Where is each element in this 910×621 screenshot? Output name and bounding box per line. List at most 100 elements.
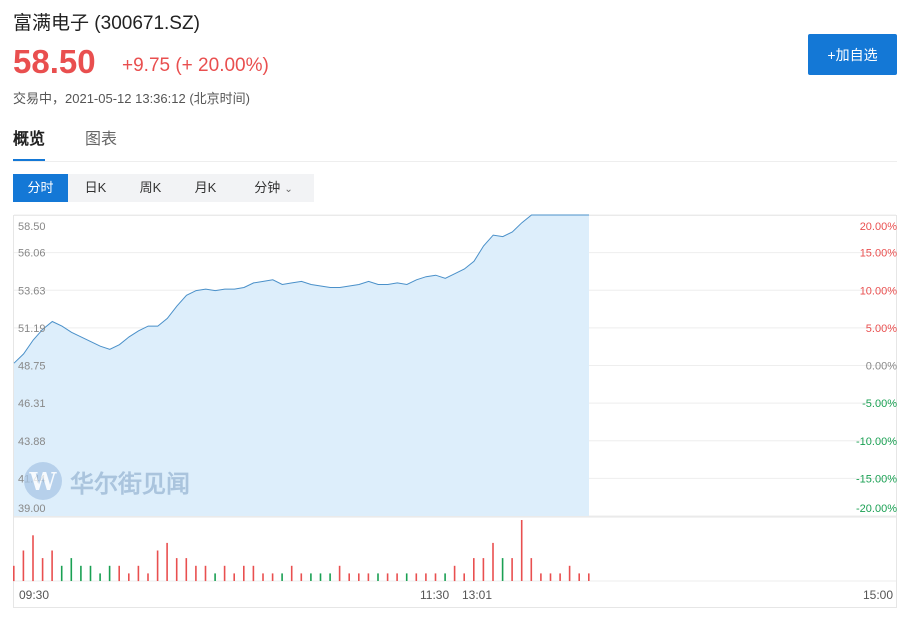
volume-bar <box>175 558 178 581</box>
trading-status: 交易中，2021-05-12 13:36:12 (北京时间) <box>13 91 250 106</box>
tab-bar: 概览 图表 <box>13 127 897 162</box>
percent-axis-labels: 20.00% 15.00% 10.00% 5.00% 0.00% -5.00% -10.00… <box>856 221 897 515</box>
price-tick-label: 39.00 <box>18 503 46 515</box>
period-intraday[interactable]: 分时 <box>13 174 68 202</box>
volume-bar <box>329 573 331 581</box>
current-price: 58.50 <box>13 43 96 80</box>
volume-bar <box>310 573 312 581</box>
volume-bar <box>195 565 197 582</box>
price-change: +9.75 (+ 20.00%) <box>122 55 269 77</box>
volume-bar <box>588 573 590 581</box>
price-line <box>13 214 589 364</box>
volume-bar <box>520 520 523 581</box>
period-daily[interactable]: 日K <box>84 180 107 195</box>
price-tick-label: 51.19 <box>18 323 46 335</box>
volume-bar <box>80 565 82 582</box>
tab-chart[interactable]: 图表 <box>85 131 118 148</box>
volume-bar <box>358 573 360 581</box>
volume-bar <box>128 573 130 581</box>
volume-bar <box>300 573 303 581</box>
volume-bar <box>444 573 446 581</box>
volume-bar <box>453 565 456 582</box>
period-monthly[interactable]: 月K <box>194 180 217 195</box>
price-tick-label: 48.75 <box>18 361 46 373</box>
time-label: 13:01 <box>462 588 492 602</box>
add-to-watchlist-button[interactable]: +加自选 <box>808 34 897 75</box>
watermark-text: 华尔街见闻 <box>70 468 190 498</box>
volume-bar <box>425 573 427 581</box>
volume-bar <box>540 573 542 581</box>
volume-bar <box>338 565 341 582</box>
volume-bar <box>13 565 15 582</box>
price-tick-label: 56.06 <box>18 248 46 260</box>
volume-bar <box>348 573 350 581</box>
volume-bar <box>415 573 418 581</box>
stock-name: 富满电子 <box>13 13 90 34</box>
volume-bar <box>108 565 111 582</box>
volume-bar <box>89 565 92 582</box>
volume-bar <box>223 565 226 582</box>
percent-tick-label: 10.00% <box>860 285 898 297</box>
period-weekly[interactable]: 周K <box>139 180 162 195</box>
volume-bar <box>262 573 264 581</box>
stock-code: (300671.SZ) <box>94 13 200 34</box>
period-minute-label: 分钟 <box>254 180 281 195</box>
volume-bar <box>118 565 120 582</box>
watermark: W 华尔街见闻 <box>24 462 190 500</box>
period-selector: 分时 日K 周K 月K 分钟 ⌄ <box>13 174 314 202</box>
volume-bar <box>204 565 207 582</box>
period-minute-dropdown[interactable]: 分钟 ⌄ <box>233 174 314 202</box>
volume-bar <box>434 573 437 581</box>
percent-tick-label: 5.00% <box>866 323 897 335</box>
time-axis-labels: 09:30 11:30 13:01 15:00 <box>19 588 893 602</box>
volume-bar <box>405 573 408 581</box>
volume-bars <box>13 520 590 582</box>
time-label: 15:00 <box>863 588 893 602</box>
volume-bar <box>559 573 561 581</box>
volume-bar <box>511 558 513 581</box>
volume-bar <box>185 558 188 581</box>
volume-bar <box>252 565 255 582</box>
volume-bar <box>281 573 283 581</box>
volume-bar <box>243 565 245 582</box>
volume-bar <box>137 565 140 582</box>
volume-bar <box>482 558 485 581</box>
volume-bar <box>386 573 389 581</box>
volume-bar <box>70 558 73 581</box>
percent-tick-label: 15.00% <box>860 248 898 260</box>
price-tick-label: 58.50 <box>18 221 46 233</box>
tab-overview[interactable]: 概览 <box>13 127 46 161</box>
volume-bar <box>463 573 465 581</box>
time-label: 11:30 <box>420 588 449 602</box>
volume-bar <box>166 542 168 581</box>
change-percent: (+ 20.00%) <box>175 55 269 76</box>
volume-bar <box>147 573 149 581</box>
volume-bar <box>32 535 34 582</box>
volume-bar <box>271 573 274 581</box>
price-tick-label: 53.63 <box>18 285 46 297</box>
price-tick-label: 43.88 <box>18 436 46 448</box>
percent-tick-label: -20.00% <box>856 503 897 515</box>
change-amount: +9.75 <box>122 55 171 76</box>
volume-bar <box>22 550 25 581</box>
volume-bar <box>214 573 216 581</box>
volume-bar <box>568 565 571 582</box>
volume-bar <box>530 558 533 581</box>
price-tick-label: 46.31 <box>18 398 46 410</box>
price-area-fill <box>14 215 589 516</box>
volume-bar <box>60 565 63 582</box>
percent-tick-label: 20.00% <box>860 221 898 233</box>
volume-bar <box>319 573 322 581</box>
volume-bar <box>41 558 44 581</box>
volume-bar <box>473 558 475 581</box>
percent-tick-label: -15.00% <box>856 473 897 485</box>
percent-tick-label: 0.00% <box>866 361 897 373</box>
volume-bar <box>290 565 293 582</box>
volume-bar <box>501 558 504 581</box>
time-label: 09:30 <box>19 588 49 602</box>
percent-tick-label: -5.00% <box>862 398 897 410</box>
volume-bar <box>396 573 398 581</box>
volume-bar <box>549 573 552 581</box>
chevron-down-icon: ⌄ <box>284 184 293 195</box>
